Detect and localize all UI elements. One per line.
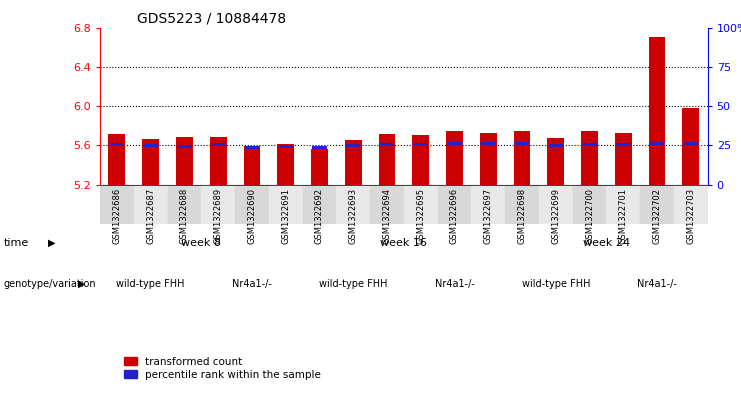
- Bar: [235, 185, 269, 224]
- Bar: [615, 132, 631, 185]
- Text: time: time: [4, 238, 29, 248]
- Bar: [412, 134, 429, 185]
- Text: GSM1322687: GSM1322687: [146, 188, 155, 244]
- Bar: [379, 134, 396, 185]
- Text: GSM1322695: GSM1322695: [416, 188, 425, 244]
- Bar: [448, 142, 462, 145]
- Legend: transformed count, percentile rank within the sample: transformed count, percentile rank withi…: [120, 353, 325, 384]
- Bar: [582, 143, 597, 146]
- Bar: [108, 134, 125, 185]
- Text: week 16: week 16: [380, 238, 428, 248]
- Bar: [134, 185, 167, 224]
- Text: GSM1322698: GSM1322698: [517, 188, 527, 244]
- Text: GSM1322696: GSM1322696: [450, 188, 459, 244]
- Bar: [650, 142, 664, 145]
- Bar: [481, 142, 496, 145]
- Bar: [279, 145, 293, 148]
- Bar: [640, 185, 674, 224]
- Bar: [548, 144, 563, 147]
- Text: GSM1322702: GSM1322702: [653, 188, 662, 244]
- Bar: [202, 185, 235, 224]
- Bar: [380, 143, 394, 146]
- Text: week 24: week 24: [583, 238, 630, 248]
- Bar: [211, 143, 225, 146]
- Bar: [471, 185, 505, 224]
- Bar: [311, 149, 328, 185]
- Bar: [515, 142, 529, 145]
- Bar: [648, 37, 665, 185]
- Bar: [616, 143, 631, 146]
- Bar: [370, 185, 404, 224]
- Bar: [404, 185, 438, 224]
- Text: wild-type FHH: wild-type FHH: [319, 279, 388, 289]
- Bar: [142, 138, 159, 185]
- Text: Nr4a1-/-: Nr4a1-/-: [232, 279, 272, 289]
- Text: Nr4a1-/-: Nr4a1-/-: [637, 279, 677, 289]
- Text: GSM1322689: GSM1322689: [213, 188, 223, 244]
- Text: ▶: ▶: [78, 279, 85, 289]
- Bar: [674, 185, 708, 224]
- Text: Nr4a1-/-: Nr4a1-/-: [434, 279, 474, 289]
- Text: ▶: ▶: [48, 238, 56, 248]
- Bar: [345, 140, 362, 185]
- Text: GSM1322692: GSM1322692: [315, 188, 324, 244]
- Text: GSM1322691: GSM1322691: [281, 188, 290, 244]
- Text: GSM1322700: GSM1322700: [585, 188, 594, 244]
- Text: wild-type FHH: wild-type FHH: [116, 279, 185, 289]
- Text: GSM1322699: GSM1322699: [551, 188, 560, 244]
- Bar: [100, 185, 134, 224]
- Text: week 8: week 8: [182, 238, 222, 248]
- Bar: [244, 146, 260, 185]
- Text: GSM1322688: GSM1322688: [180, 188, 189, 244]
- Bar: [245, 146, 259, 149]
- Bar: [177, 145, 192, 148]
- Bar: [438, 185, 471, 224]
- Bar: [514, 130, 531, 185]
- Text: genotype/variation: genotype/variation: [4, 279, 96, 289]
- Bar: [606, 185, 640, 224]
- Bar: [210, 136, 227, 185]
- Bar: [581, 130, 598, 185]
- Bar: [269, 185, 302, 224]
- Bar: [277, 144, 294, 185]
- Bar: [144, 144, 158, 147]
- Bar: [505, 185, 539, 224]
- Bar: [346, 144, 360, 147]
- Bar: [312, 146, 327, 149]
- Bar: [302, 185, 336, 224]
- Text: GSM1322694: GSM1322694: [382, 188, 391, 244]
- Bar: [480, 132, 496, 185]
- Bar: [413, 143, 428, 146]
- Text: GSM1322701: GSM1322701: [619, 188, 628, 244]
- Bar: [682, 108, 700, 185]
- Bar: [167, 185, 202, 224]
- Bar: [684, 142, 698, 145]
- Text: GSM1322697: GSM1322697: [484, 188, 493, 244]
- Bar: [110, 143, 124, 146]
- Text: GSM1322690: GSM1322690: [247, 188, 256, 244]
- Bar: [336, 185, 370, 224]
- Text: GSM1322693: GSM1322693: [349, 188, 358, 244]
- Bar: [539, 185, 573, 224]
- Text: GDS5223 / 10884478: GDS5223 / 10884478: [137, 12, 286, 26]
- Text: GSM1322703: GSM1322703: [686, 188, 695, 244]
- Bar: [573, 185, 606, 224]
- Bar: [446, 130, 463, 185]
- Bar: [176, 136, 193, 185]
- Text: wild-type FHH: wild-type FHH: [522, 279, 590, 289]
- Bar: [548, 138, 564, 185]
- Text: GSM1322686: GSM1322686: [113, 188, 122, 244]
